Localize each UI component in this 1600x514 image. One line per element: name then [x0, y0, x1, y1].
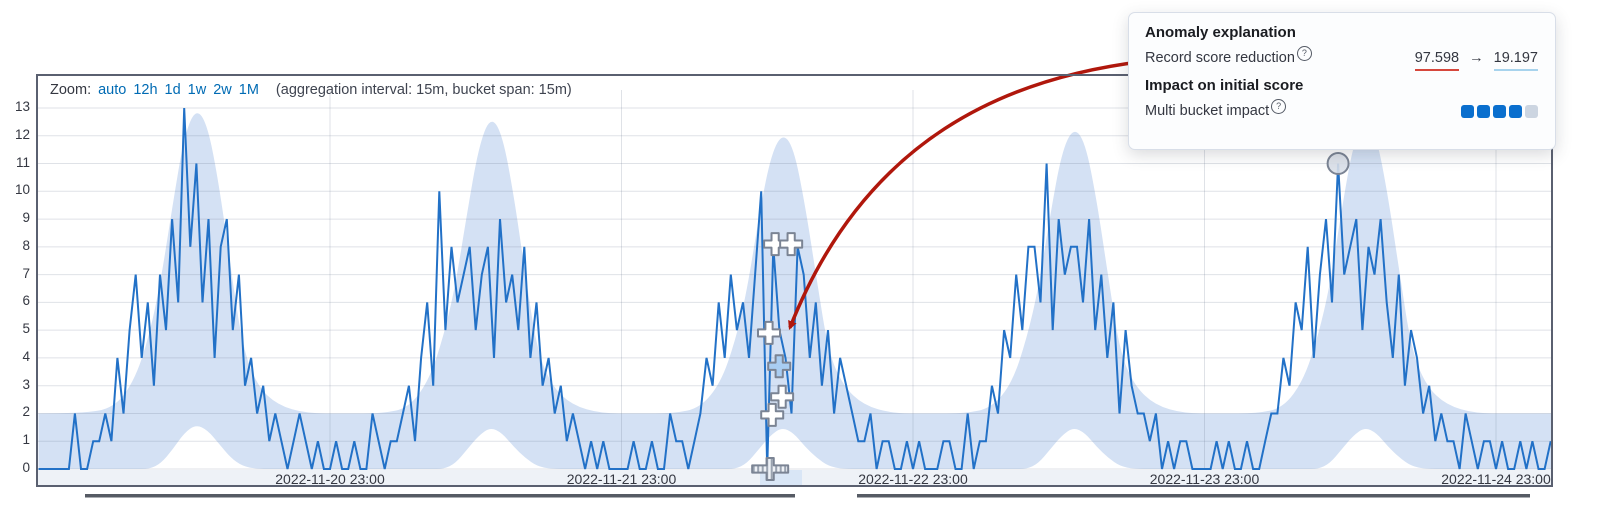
context-chart-mask-left	[85, 494, 795, 498]
zoom-link-12h[interactable]: 12h	[133, 82, 158, 98]
impact-indicator	[1461, 104, 1538, 118]
y-tick-label: 7	[22, 265, 30, 281]
annotation-arrow	[788, 56, 1181, 331]
aggregation-note: (aggregation interval: 15m, bucket span:…	[275, 82, 572, 98]
x-tick-label: 2022-11-21 23:00	[566, 471, 677, 487]
impact-subtitle: Impact on initial score	[1145, 77, 1304, 94]
anomaly-explanation-tooltip: Anomaly explanation Record score reducti…	[1128, 12, 1556, 150]
tooltip-title: Anomaly explanation	[1145, 24, 1296, 41]
record-score-reduction-text: Record score reduction	[1145, 50, 1295, 66]
y-tick-label: 13	[14, 98, 30, 114]
record-score-values: 97.598 → 19.197	[1414, 50, 1538, 71]
y-tick-label: 8	[22, 237, 30, 253]
y-tick-label: 10	[14, 182, 30, 198]
multi-bucket-impact-label: Multi bucket impact ?	[1145, 99, 1287, 119]
anomaly-marker-cross[interactable]	[760, 402, 785, 427]
zoom-link-auto[interactable]: auto	[98, 82, 127, 98]
help-icon[interactable]: ?	[1271, 99, 1287, 114]
y-tick-label: 5	[22, 321, 30, 337]
score-before: 97.598	[1414, 50, 1460, 71]
actual-value-line	[38, 107, 1551, 470]
y-tick-label: 3	[22, 376, 30, 392]
y-tick-label: 6	[22, 293, 30, 309]
impact-square-empty	[1525, 104, 1538, 118]
zoom-link-1w[interactable]: 1w	[187, 82, 207, 98]
zoom-link-2w[interactable]: 2w	[213, 82, 232, 98]
x-tick-label: 2022-11-22 23:00	[858, 471, 968, 487]
anomaly-marker-cross[interactable]	[779, 232, 804, 257]
anomaly-marker-cross[interactable]	[763, 232, 788, 257]
anomaly-marker-cross-selected[interactable]	[767, 354, 792, 379]
impact-square-filled	[1493, 104, 1506, 118]
zoom-link-1d[interactable]: 1d	[164, 82, 181, 98]
impact-square-filled	[1461, 104, 1474, 118]
anomaly-circle-marker[interactable]	[1326, 152, 1350, 176]
impact-square-filled	[1477, 104, 1490, 118]
anomaly-marker-cross[interactable]	[756, 320, 781, 345]
score-after: 19.197	[1493, 50, 1538, 71]
zoom-controls: Zoom: auto 12h 1d 1w 2w 1M (aggregation interva…	[50, 82, 572, 98]
y-tick-label: 12	[14, 126, 30, 142]
zoom-label: Zoom:	[50, 82, 92, 98]
arrow-right-glyph: →	[1469, 50, 1484, 66]
y-tick-label: 11	[15, 154, 30, 170]
x-tick-label: 2022-11-23 23:00	[1149, 471, 1260, 487]
x-tick-label: 2022-11-20 23:00	[275, 471, 385, 487]
multi-bucket-impact-text: Multi bucket impact	[1145, 103, 1270, 119]
y-tick-label: 9	[22, 210, 30, 226]
context-chart-mask-right	[857, 494, 1530, 498]
zoom-link-1M[interactable]: 1M	[238, 82, 259, 98]
record-score-reduction-label: Record score reduction ?	[1145, 46, 1312, 66]
y-tick-label: 4	[22, 348, 30, 364]
y-tick-label: 1	[22, 432, 30, 448]
impact-square-filled	[1509, 104, 1522, 118]
y-tick-label: 2	[22, 404, 30, 420]
x-tick-label: 2022-11-24 23:00	[1441, 471, 1551, 487]
x-axis-strip	[38, 470, 1551, 487]
anomaly-marker-cross-multibucket[interactable]	[751, 457, 790, 481]
model-bounds-band	[38, 113, 1551, 469]
help-icon[interactable]: ?	[1296, 46, 1312, 61]
anomaly-marker-cross[interactable]	[770, 384, 795, 409]
y-tick-label: 0	[22, 460, 30, 475]
